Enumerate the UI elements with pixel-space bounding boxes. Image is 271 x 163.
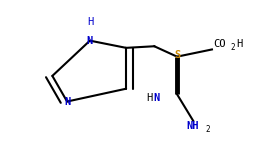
Text: N: N	[153, 93, 159, 103]
Text: 2: 2	[206, 125, 210, 134]
Text: N: N	[64, 96, 70, 107]
Text: H: H	[87, 17, 93, 27]
Text: 2: 2	[231, 43, 235, 52]
Text: S: S	[174, 50, 180, 60]
Text: CO: CO	[213, 39, 226, 49]
Text: H: H	[236, 39, 242, 49]
Text: N: N	[87, 36, 93, 46]
Text: H: H	[147, 93, 153, 103]
Text: NH: NH	[186, 121, 199, 131]
